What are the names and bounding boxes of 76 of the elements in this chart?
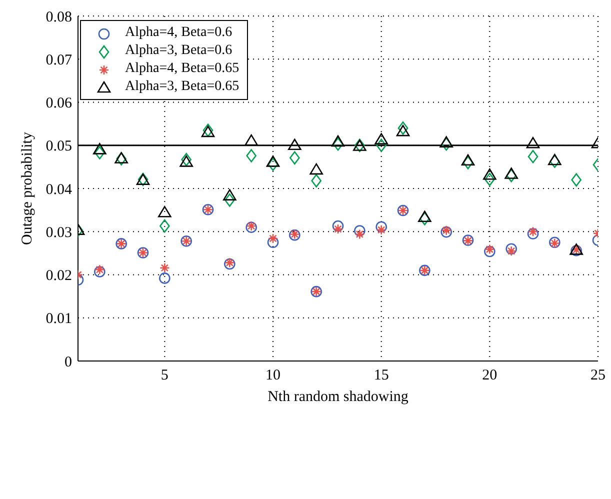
y-tick-label: 0.04 — [46, 182, 72, 198]
point — [244, 134, 258, 146]
y-tick-label: 0.02 — [46, 268, 72, 284]
point — [441, 225, 452, 236]
point — [94, 264, 105, 275]
point — [376, 221, 387, 233]
point — [526, 137, 540, 148]
point — [354, 229, 365, 240]
point — [266, 156, 280, 167]
point — [246, 149, 256, 162]
point — [527, 228, 539, 240]
point — [440, 136, 453, 148]
point — [484, 246, 496, 258]
point — [440, 226, 452, 238]
legend-label: Alpha=4, Beta=0.6 — [125, 25, 232, 41]
point — [310, 163, 323, 175]
point — [462, 156, 474, 170]
point — [441, 137, 452, 151]
point — [571, 173, 582, 187]
point — [550, 154, 560, 168]
point — [506, 243, 517, 255]
point — [332, 224, 344, 234]
point — [267, 236, 279, 248]
point — [290, 151, 300, 165]
y-tick-label: 0.08 — [46, 9, 72, 26]
point — [506, 246, 516, 256]
x-tick-label: 20 — [482, 368, 498, 384]
point — [288, 138, 302, 150]
legend-label: Alpha=3, Beta=0.65 — [125, 79, 240, 95]
point — [354, 225, 366, 236]
point — [93, 143, 106, 154]
y-tick-label: 0.03 — [46, 224, 72, 241]
point — [374, 133, 388, 144]
x-tick-label: 5 — [160, 368, 168, 384]
x-tick-label: 10 — [266, 368, 280, 384]
x-axis-title: Nth random shadowing — [268, 389, 409, 405]
legend-label: Alpha=4, Beta=0.65 — [125, 61, 240, 77]
point — [483, 168, 496, 180]
point — [332, 220, 344, 232]
legend-label: Alpha=3, Beta=0.6 — [125, 43, 232, 59]
y-tick-label: 0.06 — [46, 96, 72, 112]
y-axis-title: Outage probability — [19, 132, 36, 245]
point — [223, 189, 236, 200]
point — [398, 121, 408, 135]
point — [376, 138, 386, 152]
point — [528, 150, 538, 164]
point — [160, 262, 170, 273]
point — [332, 137, 344, 151]
point — [158, 206, 172, 218]
point — [548, 154, 562, 166]
x-tick-label: 25 — [590, 368, 606, 384]
x-tick-label: 15 — [374, 368, 389, 384]
point — [418, 210, 432, 222]
point — [504, 168, 518, 179]
point — [376, 224, 386, 236]
point — [160, 219, 170, 233]
point — [506, 168, 516, 182]
y-tick-label: 0.05 — [46, 138, 72, 155]
point — [528, 226, 538, 237]
y-tick-label: 0 — [64, 354, 72, 370]
point — [311, 174, 322, 188]
point — [484, 172, 495, 186]
point — [420, 212, 430, 226]
point — [396, 124, 410, 136]
point — [484, 244, 495, 254]
point — [94, 266, 106, 278]
y-tick-label: 0.01 — [46, 311, 72, 328]
point — [268, 233, 278, 244]
point — [461, 154, 475, 166]
point — [159, 272, 170, 284]
y-tick-label: 0.07 — [46, 52, 72, 68]
point — [331, 135, 345, 147]
point — [268, 158, 278, 171]
point — [180, 156, 193, 167]
point — [224, 193, 235, 207]
point — [94, 146, 105, 160]
